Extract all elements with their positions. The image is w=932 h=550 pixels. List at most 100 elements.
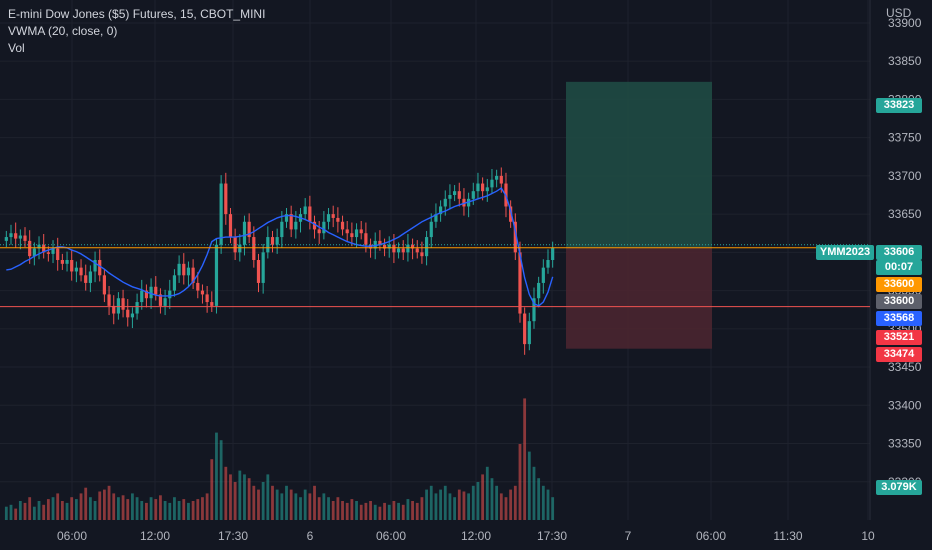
x-tick-label: 11:30 <box>773 529 802 543</box>
volume-bar <box>135 497 139 520</box>
symbol-title[interactable]: E-mini Dow Jones ($5) Futures, 15, CBOT_… <box>8 7 266 21</box>
volume-bar <box>429 485 433 520</box>
candle-body <box>233 237 237 253</box>
candle-body <box>182 263 186 276</box>
y-tick-label: 33750 <box>888 131 922 145</box>
volume-bar <box>551 497 555 520</box>
candle-body <box>462 198 466 207</box>
candle-body <box>238 244 242 253</box>
x-tick-label: 06:00 <box>696 529 726 543</box>
candlesticks <box>4 167 555 355</box>
candle-body <box>65 260 69 264</box>
volume-bar <box>392 501 396 520</box>
candle-body <box>303 206 307 215</box>
volume-bar <box>373 504 377 520</box>
volume-bar <box>210 459 214 520</box>
volume-bar <box>523 398 527 520</box>
candle-body <box>270 237 275 245</box>
candle-body <box>74 267 78 272</box>
y-tick-label: 33900 <box>888 16 922 30</box>
volume-bar <box>294 493 298 520</box>
volume-bar <box>439 489 442 520</box>
candle-body <box>247 221 251 238</box>
volume-value-badge: 3.079K <box>876 480 922 495</box>
y-tick-label: 33400 <box>888 398 922 412</box>
volume-bar <box>485 466 489 520</box>
candle-body <box>158 294 163 306</box>
y-tick-label: 33350 <box>888 437 922 451</box>
vwma-line <box>6 187 554 307</box>
candle-body <box>154 286 158 295</box>
x-tick-label: 17:30 <box>218 529 248 543</box>
volume-bar <box>504 497 508 520</box>
volume-bar <box>289 489 293 520</box>
chart-grid <box>0 0 871 520</box>
candle-body <box>256 260 261 283</box>
low-price-badge: 33474 <box>876 347 922 362</box>
candle-body <box>112 305 116 314</box>
candle-body <box>168 290 172 299</box>
volume-bar <box>163 501 167 520</box>
x-tick-label: 12:00 <box>140 529 170 543</box>
volume-bar <box>168 502 172 520</box>
volume-bar <box>425 489 428 520</box>
volume-bar <box>9 504 13 520</box>
x-tick-label: 06:00 <box>57 529 87 543</box>
candle-body <box>537 282 541 299</box>
currency-label[interactable]: USD <box>886 6 912 20</box>
candle-body <box>532 298 536 322</box>
volume-bar <box>32 506 36 520</box>
candle-body <box>42 244 46 253</box>
candle-body <box>28 240 32 257</box>
volume-bar <box>149 497 153 520</box>
candle-body <box>429 221 433 238</box>
volume-bar <box>448 493 452 520</box>
volume-bar <box>518 444 522 520</box>
volume-bar <box>257 489 260 520</box>
volume-bar <box>499 493 503 520</box>
volume-bar <box>23 502 27 520</box>
volume-bar <box>457 489 461 520</box>
candle-body <box>448 195 452 199</box>
candle-body <box>88 271 92 283</box>
volume-bar <box>364 502 368 520</box>
candle-body <box>453 191 457 195</box>
time-axis: 06:00 12:00 17:30 6 06:00 12:00 17:30 7 06:00 11:… <box>57 529 875 543</box>
volume-bar <box>84 487 88 520</box>
target-price-badge: 33823 <box>876 98 922 113</box>
volume-bar <box>299 497 302 520</box>
candle-body <box>382 244 387 249</box>
volume-bar <box>546 489 550 520</box>
candle-body <box>56 248 60 260</box>
volume-bar <box>541 485 545 520</box>
volume-bar <box>79 493 83 520</box>
volume-legend[interactable]: Vol <box>8 41 25 55</box>
volume-bar <box>359 504 363 520</box>
volume-bar <box>336 497 340 520</box>
candle-body <box>186 267 191 276</box>
candle-body <box>121 298 125 310</box>
y-tick-label: 33450 <box>888 360 922 374</box>
volume-bar <box>173 497 176 520</box>
candle-body <box>252 237 256 260</box>
candle-body <box>205 294 209 303</box>
candle-body <box>336 217 340 222</box>
x-tick-label: 12:00 <box>461 529 491 543</box>
volume-bar <box>224 466 228 520</box>
volume-bar <box>271 485 274 520</box>
volume-bar <box>46 499 50 520</box>
candle-body <box>177 263 181 276</box>
volume-bar <box>406 499 410 520</box>
candle-body <box>149 286 153 299</box>
volume-bar <box>229 474 232 520</box>
volume-bar <box>383 502 386 520</box>
candle-body <box>457 191 461 199</box>
volume-bar <box>476 482 480 520</box>
candle-body <box>228 214 233 238</box>
vwma-legend[interactable]: VWMA (20, close, 0) <box>8 24 118 38</box>
candle-body <box>242 221 247 245</box>
volume-bar <box>205 493 209 520</box>
candle-body <box>261 252 265 283</box>
candle-body <box>37 244 41 249</box>
